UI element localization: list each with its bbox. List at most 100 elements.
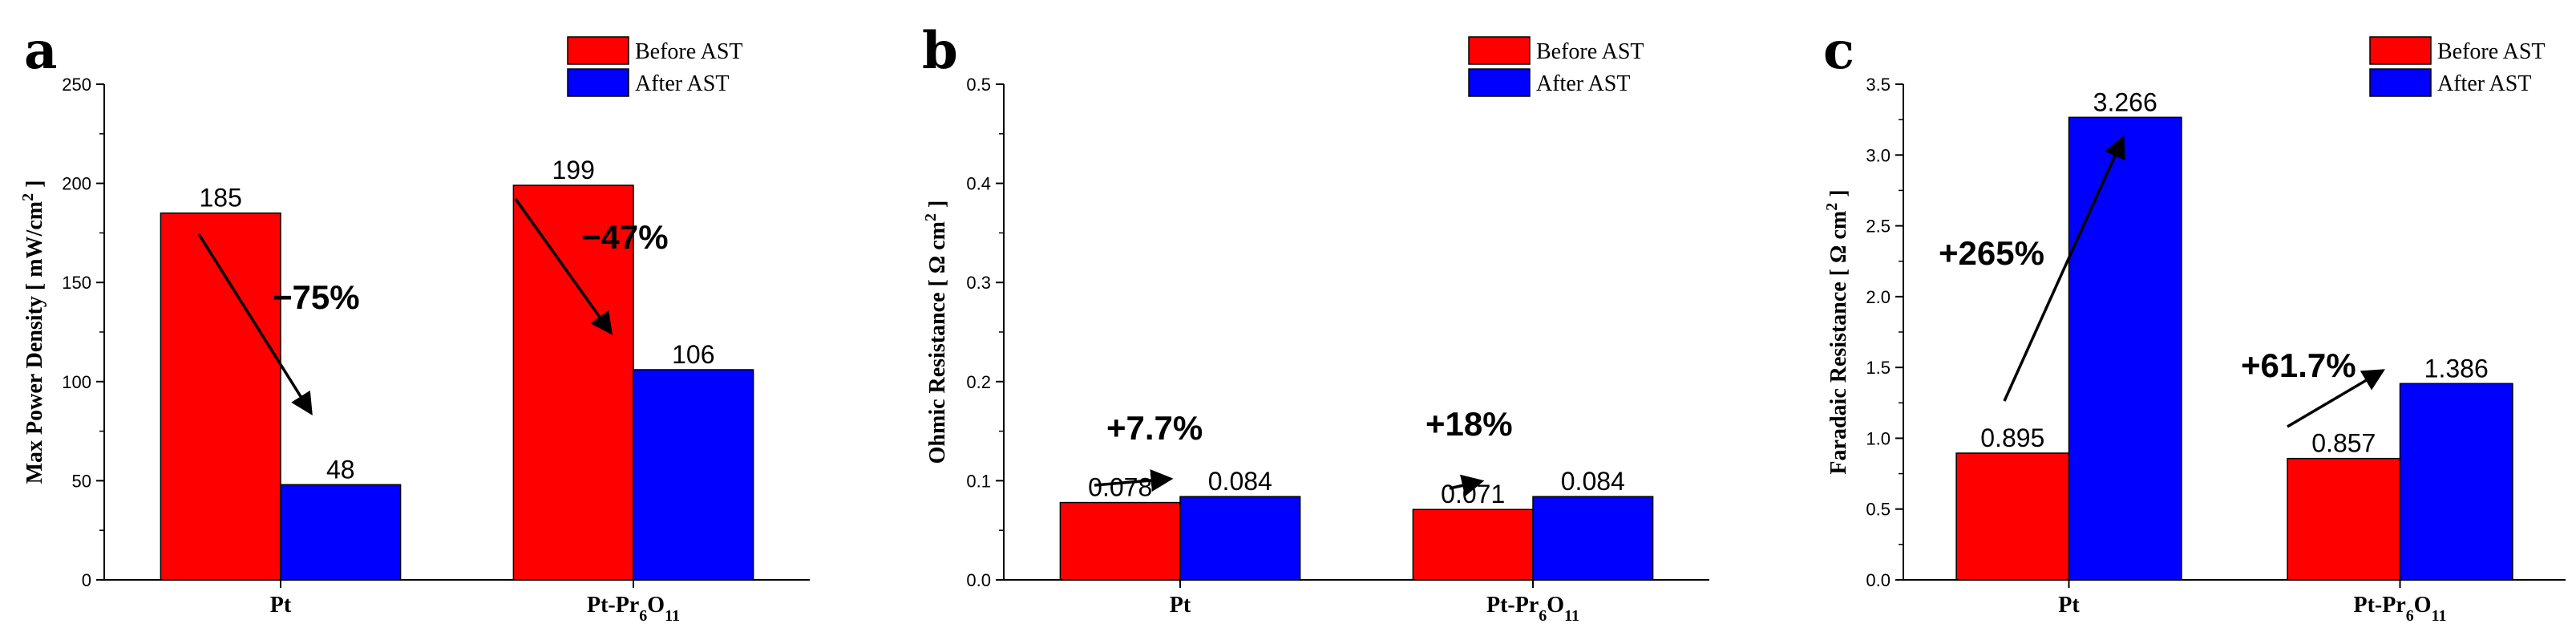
bar-before-1	[2287, 457, 2401, 581]
y-tick-label-5: 2.5	[1866, 217, 1891, 237]
data-label-after-0: 0.084	[1208, 467, 1272, 496]
panel-letter: a	[24, 21, 57, 81]
bar-after-1	[633, 369, 754, 581]
category-label-base: Pt	[2058, 593, 2080, 618]
category-label-part: O	[2414, 593, 2432, 618]
category-label-0: Pt	[2058, 593, 2080, 618]
data-label-after-1: 0.084	[1561, 467, 1625, 496]
y-tick-label-7: 3.5	[1866, 75, 1891, 95]
legend-swatch-after	[567, 68, 629, 97]
y-axis-title-part: ]	[925, 201, 950, 213]
category-label-part: 6	[639, 607, 647, 625]
data-label-before-0: 0.078	[1088, 473, 1152, 502]
y-tick-label-4: 0.4	[966, 174, 991, 194]
y-tick-label-1: 0.1	[966, 471, 991, 491]
panel-letter: c	[1823, 21, 1854, 81]
legend-swatch-after	[2369, 68, 2432, 97]
change-arrow-1	[2287, 369, 2386, 428]
data-label-after-0: 3.266	[2093, 87, 2157, 116]
y-axis-title-part: 2	[19, 193, 37, 201]
category-label-part: 6	[2406, 607, 2414, 625]
change-arrow-1	[1449, 474, 1485, 497]
category-label-base: Pt-Pr	[587, 593, 639, 618]
y-axis-title-part: 2	[922, 213, 940, 221]
panel-c-faradaic-resistance: c 0.895 0.857 3.266 1.386 0.0 0.5 1.0 1.5 2.0 2.5 3…	[1823, 21, 2566, 625]
y-tick-label-2: 0.2	[966, 372, 991, 392]
y-tick-label-0: 0	[82, 570, 91, 590]
bar-after-1	[2399, 383, 2513, 581]
y-axis-title-part: Faradaic Resistance [ Ω cm	[1826, 211, 1851, 475]
change-annotation-0: +7.7%	[1106, 409, 1203, 447]
data-label-before-0: 185	[200, 184, 242, 213]
change-annotation-0: −75%	[273, 278, 360, 316]
y-axis-title-part: ]	[1826, 189, 1851, 202]
legend-swatch-before	[567, 36, 629, 65]
y-axis-title: Ohmic Resistance [ Ω cm2 ]	[922, 201, 950, 464]
bar-after-0	[1179, 496, 1301, 581]
y-tick-label-2: 100	[62, 372, 91, 392]
category-label-part: O	[1547, 593, 1564, 618]
bar-after-1	[1532, 496, 1654, 581]
change-arrow-0	[197, 233, 313, 415]
panel-letter: b	[922, 21, 958, 81]
change-annotation-1: +18%	[1425, 405, 1513, 443]
legend-swatch-after	[1468, 68, 1531, 97]
y-tick-label-1: 0.5	[1866, 500, 1891, 520]
category-label-1: Pt-Pr6O11	[2354, 593, 2447, 625]
data-label-before-1: 0.857	[2311, 429, 2376, 458]
y-tick-label-4: 200	[62, 174, 91, 194]
data-label-before-0: 0.895	[1980, 423, 2044, 452]
category-label-1: Pt-Pr6O11	[1486, 593, 1579, 625]
category-label-base: Pt-Pr	[2354, 593, 2406, 618]
change-annotation-0: +265%	[1939, 234, 2044, 272]
data-label-after-1: 1.386	[2424, 354, 2489, 383]
legend-swatch-before	[2369, 36, 2432, 65]
y-axis-title-part: 2	[1823, 203, 1841, 211]
category-label-0: Pt	[1170, 593, 1191, 618]
bar-after-0	[280, 484, 402, 581]
panel-a-max-power-density: a 185 199 48 106 0 50 100 150 200 250 Pt Pt-Pr6O11 Ma…	[19, 21, 810, 625]
y-tick-label-5: 250	[62, 75, 91, 95]
category-label-part: 11	[665, 607, 680, 625]
legend-label-after: After AST	[635, 71, 729, 96]
y-tick-label-2: 1.0	[1866, 428, 1891, 448]
legend-label-before: Before AST	[1536, 39, 1644, 64]
y-tick-label-3: 1.5	[1866, 358, 1891, 378]
y-tick-label-6: 3.0	[1866, 145, 1891, 165]
legend-label-after: After AST	[1536, 71, 1630, 96]
bar-before-0	[1059, 501, 1181, 581]
legend-swatch-before	[1468, 36, 1531, 65]
bar-before-1	[512, 184, 634, 581]
data-label-before-1: 199	[552, 156, 595, 184]
change-arrow-1	[514, 197, 613, 335]
y-axis-title-part: Max Power Density [ mW/cm	[22, 201, 47, 484]
y-tick-label-0: 0.0	[966, 570, 991, 590]
bar-after-0	[2068, 116, 2182, 581]
category-label-base: Pt	[270, 593, 292, 618]
legend-label-before: Before AST	[635, 39, 743, 64]
data-label-after-1: 106	[672, 340, 714, 369]
y-tick-label-3: 0.3	[966, 273, 991, 293]
y-tick-label-1: 50	[72, 471, 91, 491]
y-axis-title-part: Ohmic Resistance [ Ω cm	[925, 221, 950, 464]
change-arrow-0	[1094, 469, 1174, 492]
data-label-after-0: 48	[326, 455, 355, 484]
category-label-1: Pt-Pr6O11	[587, 593, 680, 625]
change-arrow-0	[2003, 135, 2125, 402]
y-tick-label-5: 0.5	[966, 75, 991, 95]
category-label-0: Pt	[270, 593, 292, 618]
bar-before-0	[1955, 452, 2070, 581]
y-tick-label-0: 0.0	[1866, 570, 1891, 590]
bar-before-0	[160, 212, 281, 581]
category-label-part: 11	[1564, 607, 1579, 625]
y-axis-title: Max Power Density [ mW/cm2 ]	[19, 180, 47, 484]
y-axis-title: Faradaic Resistance [ Ω cm2 ]	[1823, 189, 1851, 474]
legend-label-after: After AST	[2437, 71, 2531, 96]
change-annotation-1: +61.7%	[2241, 346, 2356, 384]
y-axis-title-part: ]	[22, 180, 47, 193]
category-label-base: Pt-Pr	[1486, 593, 1539, 618]
y-tick-label-4: 2.0	[1866, 287, 1891, 307]
category-label-part: 6	[1539, 607, 1547, 625]
